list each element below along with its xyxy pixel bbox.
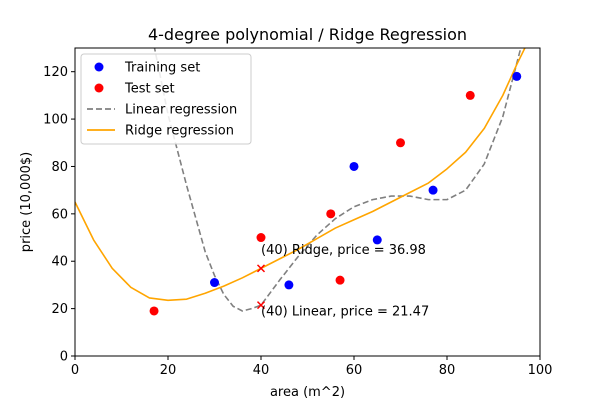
- training-set-point: [428, 185, 438, 195]
- legend-item-test-set: Test set: [94, 82, 175, 97]
- y-tick-label: 20: [51, 302, 68, 317]
- linear-regression-line: [153, 48, 522, 312]
- legend-label: Ridge regression: [125, 124, 234, 139]
- legend-item-training-set: Training set: [94, 61, 200, 76]
- training-set-point: [512, 71, 522, 81]
- training-set-point: [284, 280, 294, 290]
- data-points: [149, 71, 522, 316]
- ridge-regression-line: [75, 48, 526, 302]
- x-tick-label: 100: [528, 363, 553, 378]
- y-tick-label: 120: [43, 65, 68, 80]
- linear-prediction-marker: [256, 301, 266, 310]
- annotation-label: (40) Linear, price = 21.47: [261, 305, 429, 320]
- test-set-point: [149, 306, 159, 316]
- plot-area: [75, 48, 526, 316]
- plot-frame: [74, 47, 541, 357]
- ridge-prediction-marker: [256, 264, 266, 273]
- x-tick-label: 20: [160, 363, 177, 378]
- annotations: (40) Ridge, price = 36.98 (40) Linear, pr…: [261, 243, 429, 320]
- test-set-point: [335, 275, 345, 285]
- legend-box: [80, 53, 252, 145]
- legend-item-ridge-regression: Ridge regression: [87, 124, 234, 139]
- legend-swatch: [94, 83, 104, 93]
- legend-label: Training set: [124, 61, 200, 76]
- x-axis-ticks: 0 20 40 60 80 100: [71, 356, 553, 378]
- legend-label: Linear regression: [125, 103, 237, 118]
- test-set-point: [465, 90, 475, 100]
- y-tick-label: 80: [51, 160, 68, 175]
- test-set-point: [256, 233, 266, 243]
- x-tick-label: 80: [439, 363, 456, 378]
- y-tick-label: 0: [60, 350, 68, 365]
- chart-title: 4-degree polynomial / Ridge Regression: [148, 25, 467, 44]
- y-tick-label: 60: [51, 207, 68, 222]
- legend: Training set Test set Linear regression Rid…: [80, 53, 252, 145]
- regression-lines: [75, 48, 526, 312]
- y-tick-label: 40: [51, 255, 68, 270]
- training-set-point: [349, 161, 359, 171]
- legend-item-linear-regression: Linear regression: [87, 103, 237, 118]
- test-set-point: [326, 209, 336, 219]
- prediction-markers: [256, 264, 266, 310]
- x-tick-label: 40: [253, 363, 270, 378]
- y-axis-ticks: 0 20 40 60 80 100 120: [43, 65, 75, 365]
- legend-swatch: [94, 62, 104, 72]
- x-tick-label: 60: [346, 363, 363, 378]
- training-set-point: [210, 278, 219, 288]
- x-tick-label: 0: [71, 363, 79, 378]
- annotation-label: (40) Ridge, price = 36.98: [261, 243, 426, 258]
- legend-label: Test set: [124, 82, 175, 97]
- test-set-point: [396, 138, 405, 148]
- y-tick-label: 100: [43, 113, 68, 128]
- y-axis-label: price (10,000$): [19, 152, 34, 252]
- x-axis-label: area (m^2): [270, 385, 345, 400]
- training-set-point: [372, 235, 382, 245]
